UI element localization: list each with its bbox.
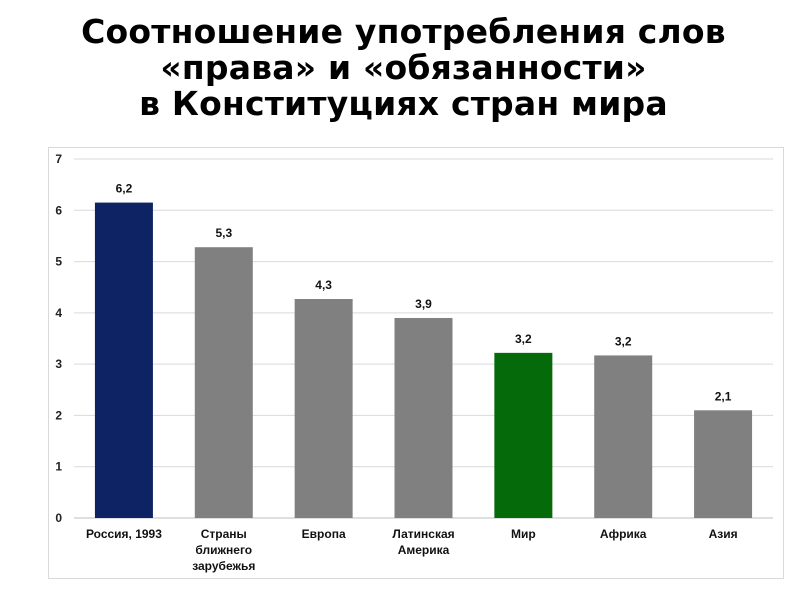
bar [594,355,653,518]
x-tick-label: Россия, 1993 [86,527,162,541]
data-label: 2,1 [715,389,732,403]
data-label: 3,2 [615,334,632,348]
x-tick-label: Америка [398,543,450,557]
bar [94,202,153,519]
y-tick-label: 1 [55,460,62,474]
bar [494,352,553,518]
x-tick-label: Азия [709,527,738,541]
data-label: 5,3 [215,226,232,240]
bar [294,299,353,518]
y-tick-label: 3 [55,357,62,371]
y-tick-label: 7 [55,152,62,166]
x-tick-label: Африка [600,527,647,541]
bar [194,247,253,518]
chart-title-line-3: в Конституциях стран мира [139,84,668,123]
y-tick-label: 6 [55,203,62,217]
chart-title: Соотношение употребления слов «права» и … [0,14,807,122]
y-tick-label: 2 [55,408,62,422]
data-label: 6,2 [116,182,133,196]
y-tick-label: 0 [55,511,62,525]
y-tick-label: 4 [55,306,62,320]
x-tick-label: Европа [302,527,346,541]
chart-title-line-1: Соотношение употребления слов [81,12,726,51]
y-tick-label: 5 [55,255,62,269]
x-tick-label: Мир [511,527,536,541]
x-tick-label: ближнего [195,543,252,557]
x-tick-label: Страны [201,527,247,541]
data-label: 4,3 [315,278,332,292]
data-label: 3,9 [415,297,432,311]
x-tick-label: зарубежья [192,559,255,573]
chart-title-line-2: «права» и «обязанности» [160,48,647,87]
data-label: 3,2 [515,332,532,346]
bar [394,317,453,518]
x-tick-label: Латинская [392,527,454,541]
bar [694,410,753,518]
